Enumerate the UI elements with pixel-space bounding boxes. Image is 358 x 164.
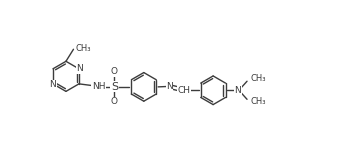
Text: CH₃: CH₃ xyxy=(76,44,91,53)
Text: O: O xyxy=(111,67,118,76)
Text: CH₃: CH₃ xyxy=(250,97,266,106)
Text: N: N xyxy=(49,80,56,89)
Text: N: N xyxy=(234,86,241,95)
Text: S: S xyxy=(111,82,118,92)
Text: NH: NH xyxy=(92,82,105,91)
Text: O: O xyxy=(111,97,118,106)
Text: CH: CH xyxy=(177,86,190,95)
Text: N: N xyxy=(166,82,173,91)
Text: CH₃: CH₃ xyxy=(250,74,266,83)
Text: N: N xyxy=(76,64,83,73)
